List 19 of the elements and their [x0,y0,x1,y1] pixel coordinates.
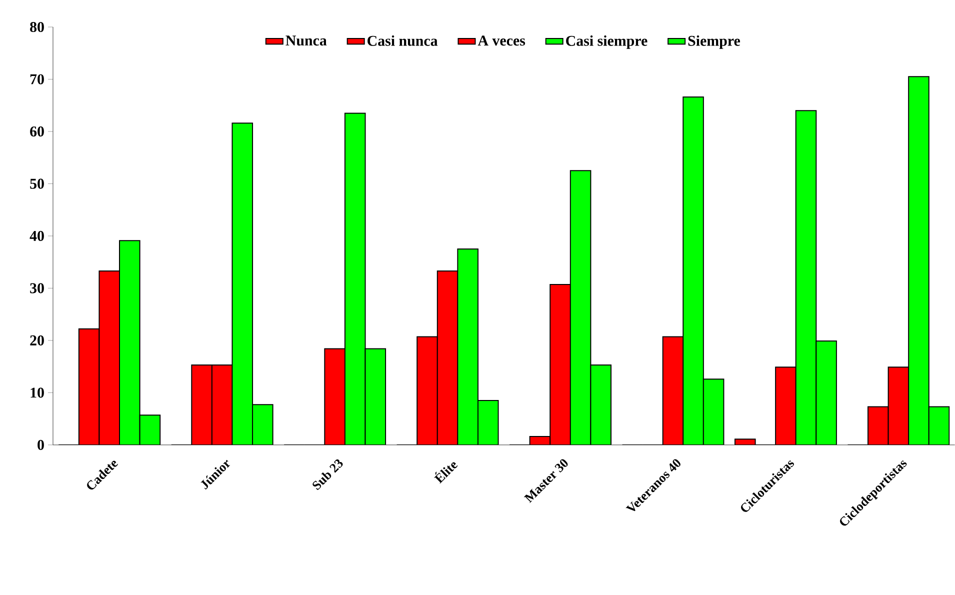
legend-label: Nunca [286,36,327,46]
y-tick-label: 10 [30,388,44,398]
bar [324,348,346,445]
y-tick-label: 40 [30,230,44,242]
legend-label: Casi nunca [368,35,438,46]
bar [775,366,796,445]
legend-label: Casi siempre [566,35,648,49]
x-tick-label: Élite [434,462,458,484]
bar [662,336,684,445]
y-tick-label: 50 [30,178,44,189]
legend-label: A veces [478,36,526,46]
y-tick-label: 70 [30,74,44,84]
x-tick-label: Sub 23 [312,459,343,490]
y-tick-label: 20 [30,335,44,346]
y-tick-label: 80 [30,22,44,32]
legend-label: Siempre [688,35,740,49]
y-tick-label: 60 [30,126,44,137]
y-tick-label: 0 [38,440,44,450]
y-tick-label: 30 [30,283,44,294]
